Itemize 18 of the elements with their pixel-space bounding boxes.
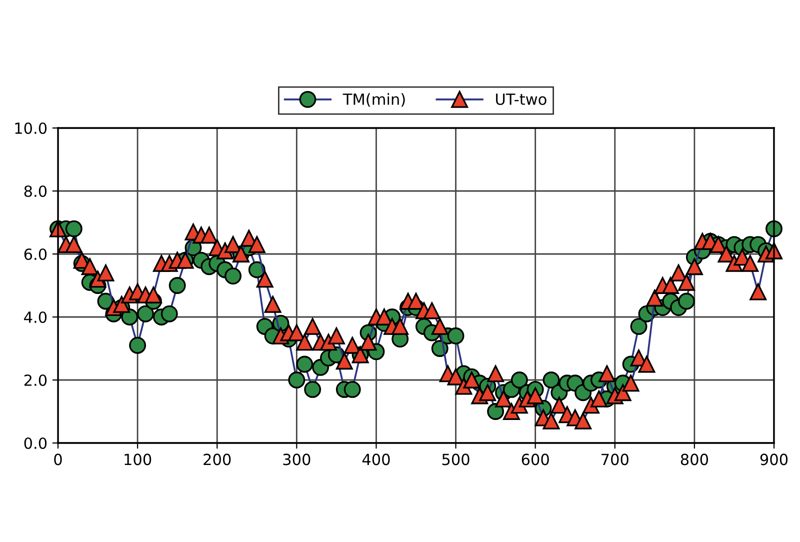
x-tick-label: 100 (124, 454, 152, 466)
x-tick-label: 800 (680, 454, 708, 466)
y-tick-label: 2.0 (24, 374, 47, 386)
x-tick-label: 500 (442, 454, 470, 466)
legend-label: UT-two (496, 94, 546, 105)
legend-label: TM(min) (342, 93, 405, 107)
x-tick-label: 300 (283, 454, 310, 466)
y-tick-label: 8.0 (24, 185, 47, 198)
x-tick-label: 600 (522, 454, 549, 466)
y-tick-label: 6.0 (24, 248, 47, 260)
x-tick-label: 700 (602, 454, 628, 466)
y-tick-label: 4.0 (24, 311, 47, 324)
x-tick-label: 400 (362, 454, 390, 466)
x-tick-label: 200 (204, 454, 231, 466)
y-tick-label: 0.0 (24, 437, 47, 450)
y-tick-label: 10.0 (15, 122, 47, 134)
x-tick-label: 900 (760, 454, 788, 466)
x-tick-label: 0 (54, 454, 62, 466)
